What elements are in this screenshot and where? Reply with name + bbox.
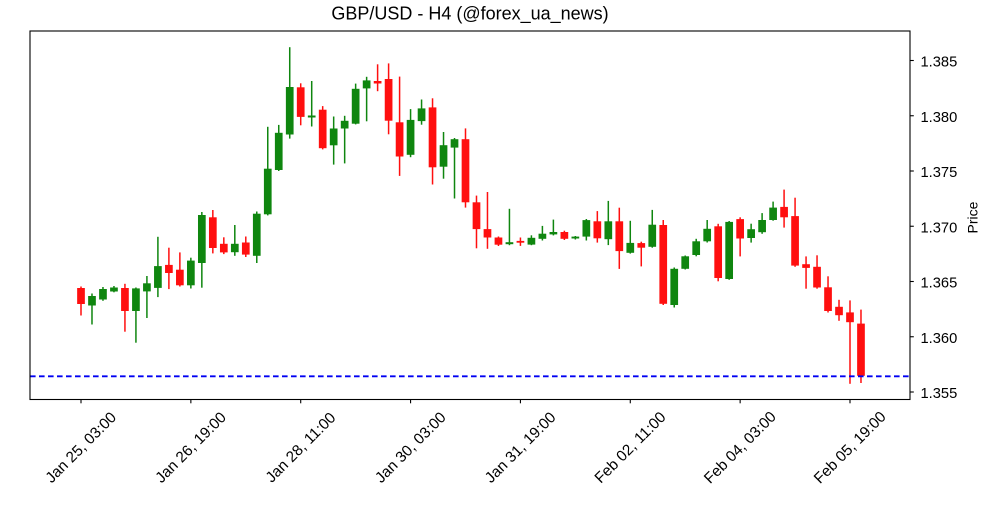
svg-text:1.360: 1.360 bbox=[921, 331, 958, 347]
svg-text:GBP/USD - H4 (@forex_ua_news): GBP/USD - H4 (@forex_ua_news) bbox=[331, 4, 608, 25]
svg-text:1.355: 1.355 bbox=[921, 386, 958, 402]
svg-text:Price: Price bbox=[965, 201, 981, 233]
svg-text:1.375: 1.375 bbox=[921, 165, 958, 181]
svg-text:1.365: 1.365 bbox=[921, 276, 958, 292]
svg-text:1.385: 1.385 bbox=[921, 55, 958, 71]
svg-text:1.380: 1.380 bbox=[921, 110, 958, 126]
svg-text:1.370: 1.370 bbox=[921, 220, 958, 236]
